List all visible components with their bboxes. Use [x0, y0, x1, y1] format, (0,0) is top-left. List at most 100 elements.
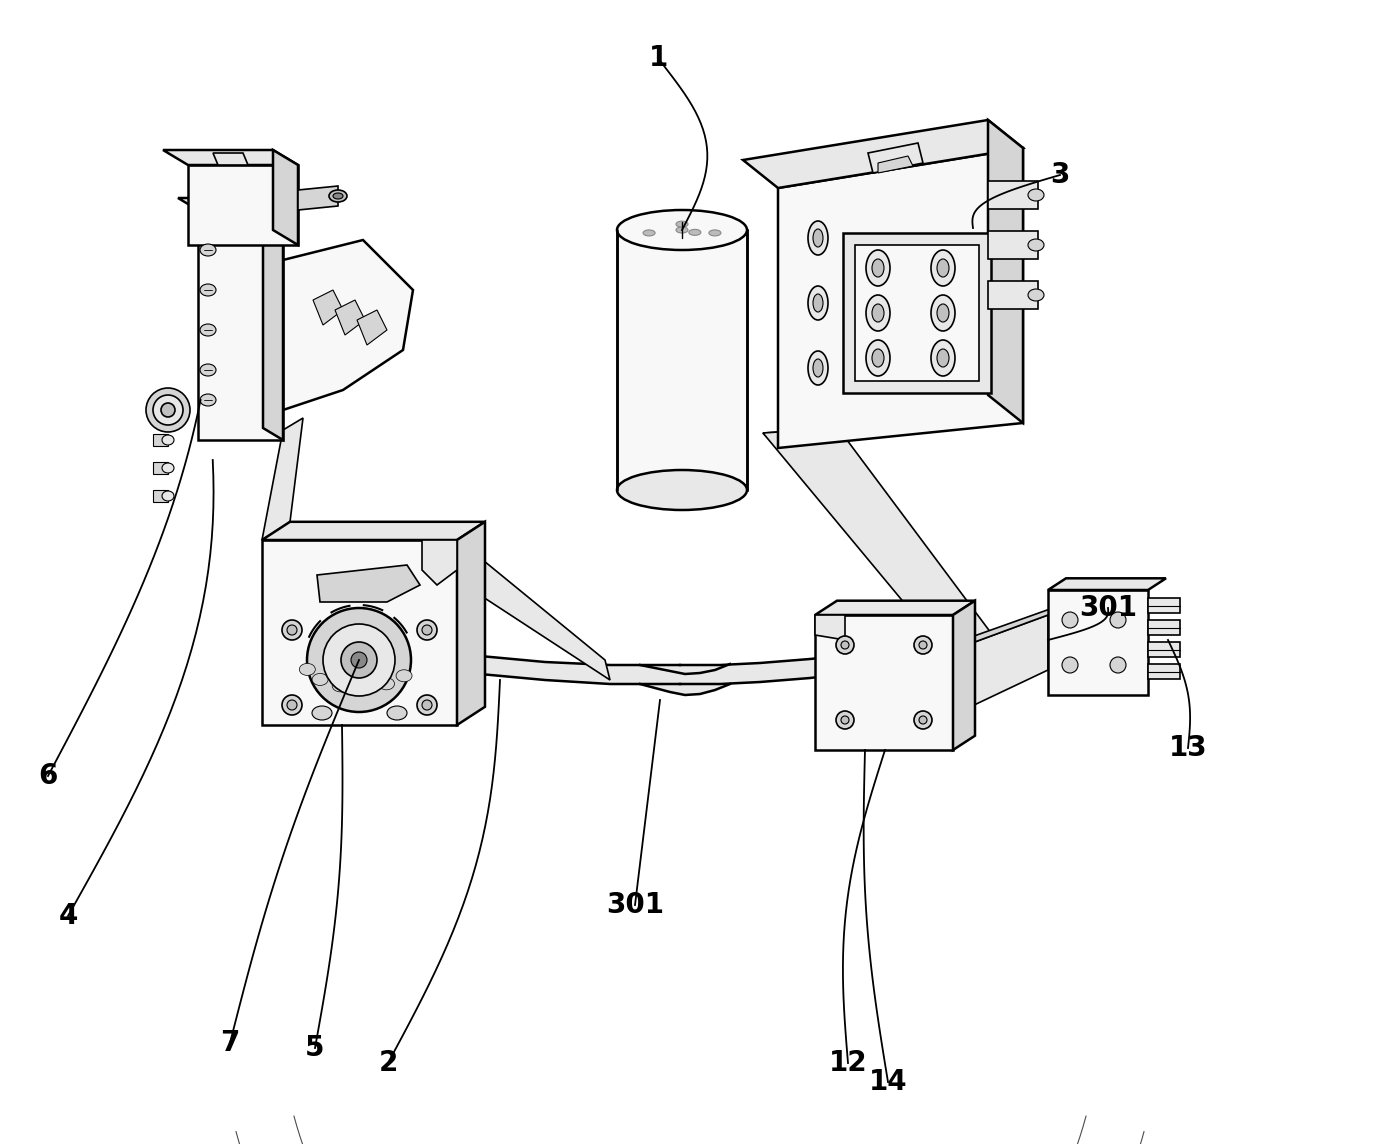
Polygon shape	[1049, 590, 1148, 696]
Ellipse shape	[813, 294, 823, 312]
Text: 3: 3	[1050, 161, 1069, 189]
Ellipse shape	[395, 669, 412, 682]
Polygon shape	[153, 462, 168, 474]
Ellipse shape	[322, 623, 395, 696]
Polygon shape	[422, 540, 457, 585]
Ellipse shape	[836, 636, 854, 654]
Ellipse shape	[418, 696, 437, 715]
Ellipse shape	[1028, 189, 1045, 201]
Ellipse shape	[932, 340, 955, 376]
Ellipse shape	[329, 190, 347, 202]
Ellipse shape	[332, 680, 349, 692]
Polygon shape	[954, 615, 1049, 715]
Polygon shape	[988, 120, 1022, 423]
Polygon shape	[954, 601, 976, 750]
Ellipse shape	[841, 716, 849, 724]
Text: 6: 6	[39, 762, 58, 791]
Ellipse shape	[872, 349, 885, 367]
Polygon shape	[1148, 598, 1180, 613]
Ellipse shape	[351, 652, 367, 668]
Polygon shape	[198, 210, 282, 440]
Polygon shape	[763, 428, 838, 448]
Text: 2: 2	[379, 1049, 398, 1077]
Polygon shape	[153, 490, 168, 502]
Ellipse shape	[163, 491, 174, 501]
Polygon shape	[457, 562, 610, 680]
Ellipse shape	[808, 286, 828, 320]
Ellipse shape	[418, 620, 437, 639]
Ellipse shape	[1028, 289, 1045, 301]
Ellipse shape	[872, 259, 885, 277]
Ellipse shape	[813, 359, 823, 378]
Polygon shape	[617, 230, 747, 490]
Ellipse shape	[677, 227, 688, 233]
Ellipse shape	[153, 395, 183, 426]
Ellipse shape	[287, 700, 298, 710]
Polygon shape	[262, 418, 303, 540]
Ellipse shape	[677, 221, 688, 228]
Polygon shape	[282, 240, 413, 410]
Polygon shape	[457, 522, 485, 725]
Polygon shape	[178, 198, 282, 210]
Ellipse shape	[200, 364, 216, 376]
Text: 14: 14	[868, 1068, 907, 1096]
Polygon shape	[153, 434, 168, 446]
Ellipse shape	[937, 349, 949, 367]
Polygon shape	[988, 181, 1038, 209]
Polygon shape	[814, 615, 845, 639]
Ellipse shape	[872, 304, 885, 321]
Polygon shape	[262, 540, 457, 725]
Ellipse shape	[808, 221, 828, 255]
Polygon shape	[187, 165, 298, 245]
Ellipse shape	[865, 340, 890, 376]
Ellipse shape	[1062, 612, 1078, 628]
Polygon shape	[779, 148, 1022, 448]
Ellipse shape	[937, 304, 949, 321]
Ellipse shape	[311, 706, 332, 720]
Polygon shape	[298, 186, 338, 210]
Polygon shape	[163, 150, 298, 165]
Ellipse shape	[282, 620, 302, 639]
Ellipse shape	[914, 712, 932, 729]
Ellipse shape	[387, 706, 407, 720]
Ellipse shape	[146, 388, 190, 432]
Text: 4: 4	[58, 901, 77, 930]
Ellipse shape	[836, 712, 854, 729]
Polygon shape	[357, 310, 387, 345]
Polygon shape	[1148, 664, 1180, 680]
Ellipse shape	[333, 193, 343, 199]
Text: 301: 301	[606, 891, 664, 919]
Ellipse shape	[865, 251, 890, 286]
Ellipse shape	[919, 641, 927, 649]
Polygon shape	[1148, 620, 1180, 635]
Polygon shape	[854, 245, 978, 381]
Polygon shape	[335, 300, 365, 335]
Ellipse shape	[914, 636, 932, 654]
Polygon shape	[814, 601, 976, 615]
Ellipse shape	[200, 244, 216, 256]
Ellipse shape	[282, 696, 302, 715]
Ellipse shape	[644, 230, 655, 236]
Ellipse shape	[932, 251, 955, 286]
Polygon shape	[263, 198, 282, 440]
Ellipse shape	[163, 435, 174, 445]
Polygon shape	[988, 231, 1038, 259]
Polygon shape	[988, 281, 1038, 309]
Ellipse shape	[1111, 612, 1126, 628]
Text: 7: 7	[220, 1028, 240, 1057]
Ellipse shape	[689, 229, 701, 236]
Ellipse shape	[379, 677, 394, 690]
Polygon shape	[814, 615, 954, 750]
Ellipse shape	[1111, 657, 1126, 673]
Text: 301: 301	[1079, 594, 1137, 622]
Ellipse shape	[161, 403, 175, 418]
Polygon shape	[273, 150, 298, 245]
Ellipse shape	[808, 351, 828, 386]
Ellipse shape	[200, 324, 216, 336]
Ellipse shape	[163, 463, 174, 472]
Ellipse shape	[299, 664, 316, 675]
Ellipse shape	[865, 295, 890, 331]
Ellipse shape	[356, 682, 372, 693]
Ellipse shape	[708, 230, 721, 236]
Ellipse shape	[1028, 239, 1045, 251]
